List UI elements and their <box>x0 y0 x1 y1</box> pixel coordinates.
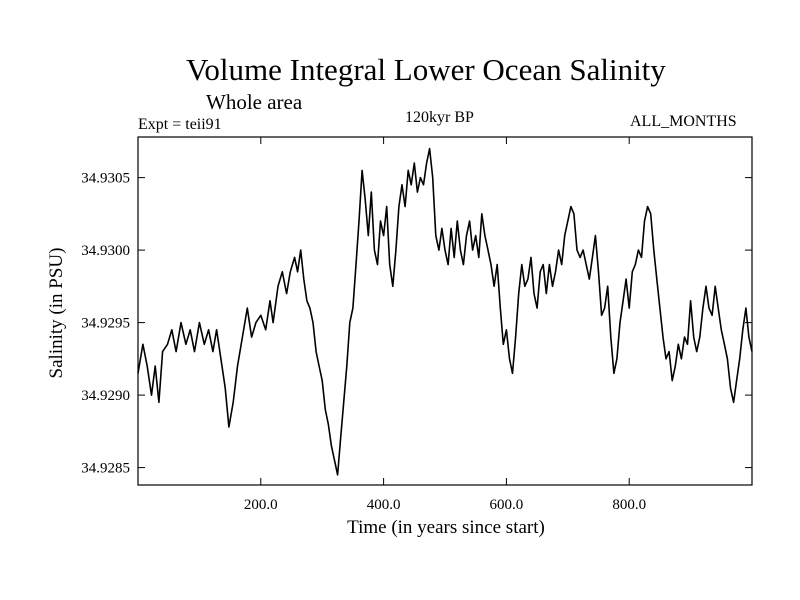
plot-frame <box>137 136 753 486</box>
y-tick-label: 34.9295 <box>81 316 130 332</box>
months-label: ALL_MONTHS <box>630 113 737 130</box>
chart-title: Volume Integral Lower Ocean Salinity <box>186 52 666 87</box>
chart-subtitle: Whole area <box>206 90 303 114</box>
series-line-0 <box>137 147 753 476</box>
series-group <box>137 147 753 476</box>
x-tick-label: 200.0 <box>244 497 278 513</box>
y-axis-ticks: 34.9285 34.9290 34.9295 34.9300 34.9305 <box>81 171 752 477</box>
x-axis-label: Time (in years since start) <box>347 517 545 538</box>
x-tick-label: 800.0 <box>612 497 646 513</box>
experiment-label: Expt = teii91 <box>138 116 222 133</box>
y-tick-label: 34.9305 <box>81 171 130 187</box>
y-tick-label: 34.9290 <box>81 388 130 404</box>
x-tick-label: 400.0 <box>367 497 401 513</box>
y-tick-label: 34.9285 <box>81 461 130 477</box>
period-label: 120kyr BP <box>405 109 474 126</box>
y-tick-label: 34.9300 <box>81 243 130 259</box>
x-tick-label: 600.0 <box>490 497 524 513</box>
y-axis-label: Salinity (in PSU) <box>46 248 67 379</box>
x-axis-ticks: 200.0 400.0 600.0 800.0 <box>244 137 646 513</box>
